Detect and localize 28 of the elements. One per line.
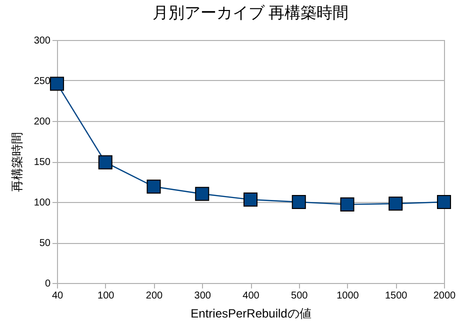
x-tick-label: 400 xyxy=(242,290,260,302)
point xyxy=(243,192,258,207)
y-tick-label: 200 xyxy=(34,116,51,128)
x-tick-label: 200 xyxy=(146,290,164,302)
point xyxy=(146,180,161,194)
x-tick-label: 40 xyxy=(52,290,64,302)
chart-title: 月別アーカイブ 再構築時間 xyxy=(152,4,349,22)
y-tick-label: 150 xyxy=(34,157,51,168)
x-tick-label: 300 xyxy=(194,290,212,302)
point xyxy=(98,155,112,170)
x-tick-label: 2000 xyxy=(433,290,456,302)
point xyxy=(292,194,306,210)
x-tick-label: 1500 xyxy=(385,290,408,302)
x-tick-label: 500 xyxy=(291,290,308,302)
point xyxy=(436,194,452,210)
y-tick-label: 100 xyxy=(34,198,51,208)
x-tick-label: 100 xyxy=(98,290,115,302)
point xyxy=(50,76,64,91)
y-tick-label: 0 xyxy=(44,278,51,290)
y-tick-label: 250 xyxy=(34,76,51,87)
y-axis-title: 再構築時間 xyxy=(10,132,24,192)
y-tick-label: 50 xyxy=(39,238,51,249)
x-axis-title: EntriesPerRebuildの値 xyxy=(190,306,312,320)
y-tick-label: 300 xyxy=(34,36,51,46)
x-tick-label: 1000 xyxy=(336,290,360,302)
point xyxy=(195,186,210,201)
point xyxy=(388,196,403,211)
point xyxy=(340,197,354,212)
